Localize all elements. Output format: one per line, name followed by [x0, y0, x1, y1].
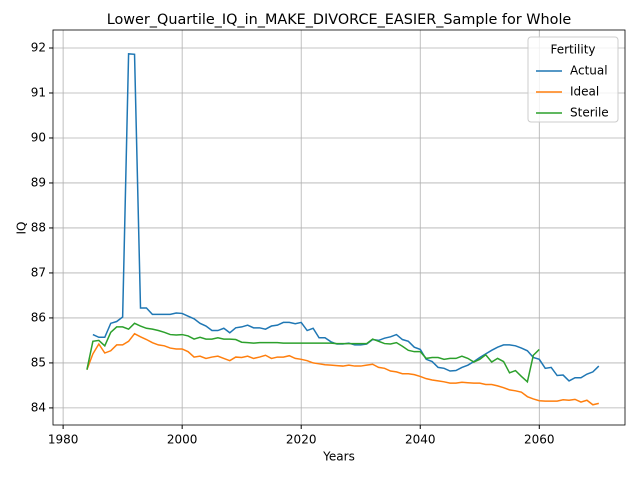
- series-line: [92, 53, 600, 382]
- y-tick-label: 89: [31, 175, 46, 189]
- legend-title: Fertility: [550, 43, 595, 57]
- y-tick-label: 92: [31, 40, 46, 54]
- legend-box: [527, 36, 619, 123]
- legend-label: Actual: [570, 64, 608, 78]
- y-tick-label: 84: [31, 400, 46, 414]
- y-tick-label: 87: [31, 265, 46, 279]
- series-line: [86, 322, 540, 384]
- chart-title: Lower_Quartile_IQ_in_MAKE_DIVORCE_EASIER…: [107, 12, 572, 28]
- series-line: [86, 332, 599, 406]
- y-tick-label: 86: [31, 310, 46, 324]
- legend-label: Sterile: [570, 106, 609, 120]
- x-tick-label: 2000: [167, 433, 198, 447]
- y-tick-label: 85: [31, 355, 46, 369]
- x-axis-label: Years: [322, 450, 355, 464]
- y-tick-label: 91: [31, 85, 46, 99]
- y-tick-label: 90: [31, 130, 46, 144]
- x-tick-label: 2040: [405, 433, 436, 447]
- plot-frame: [52, 29, 626, 426]
- x-tick-label: 2020: [286, 433, 317, 447]
- x-tick-label: 1980: [48, 433, 79, 447]
- legend-label: Ideal: [570, 85, 599, 99]
- y-axis-label: IQ: [15, 222, 29, 235]
- y-tick-label: 88: [31, 220, 46, 234]
- x-tick-label: 2060: [524, 433, 555, 447]
